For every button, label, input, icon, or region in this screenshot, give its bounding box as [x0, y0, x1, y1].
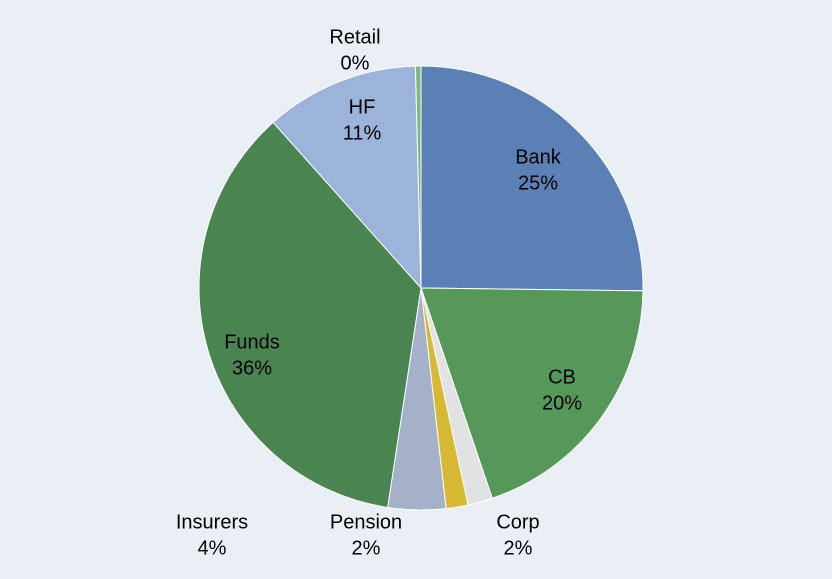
slice-label-value: 25% [518, 172, 558, 194]
slice-label-name: CB [548, 366, 576, 388]
slice-label-name: Pension [330, 511, 402, 533]
slice-label-value: 2% [352, 537, 381, 559]
slice-label-name: HF [349, 96, 376, 118]
slice-label-value: 20% [542, 392, 582, 414]
slice-label-name: Insurers [176, 511, 248, 533]
slice-label-name: Retail [329, 26, 380, 48]
slice-label-value: 2% [504, 537, 533, 559]
slice-label-value: 11% [343, 122, 382, 144]
pie-slice [198, 121, 422, 509]
slice-label-name: Funds [224, 331, 280, 353]
pie-slice [420, 65, 644, 292]
pie-slice [272, 65, 422, 290]
pie-slice [420, 287, 644, 499]
slice-label-name: Corp [496, 511, 539, 533]
slice-label-value: 36% [232, 357, 272, 379]
slice-label-name: Bank [515, 146, 562, 168]
pie-slice [414, 65, 422, 289]
slice-label-value: 0% [341, 52, 370, 74]
slice-label-value: 4% [198, 537, 227, 559]
